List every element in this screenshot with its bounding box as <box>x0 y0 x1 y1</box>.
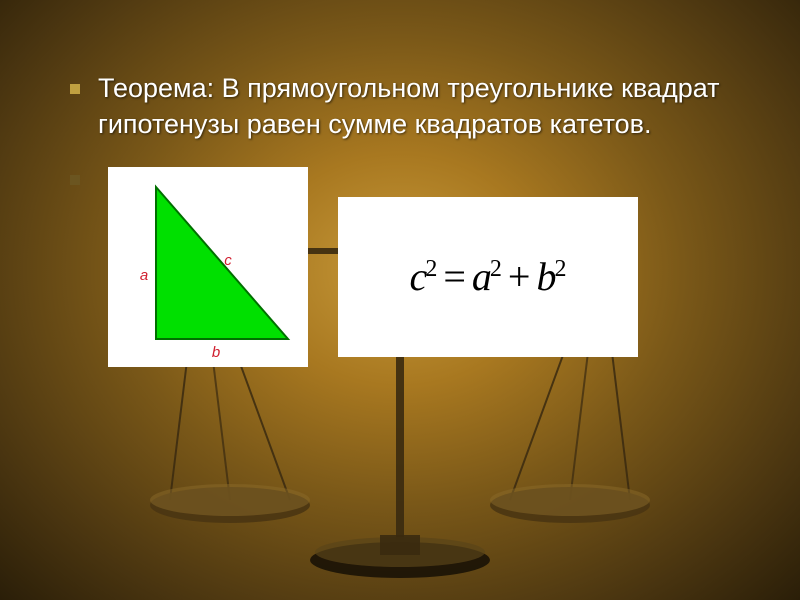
triangle-figure: a b c <box>108 167 308 367</box>
label-a: a <box>140 267 148 284</box>
theorem-text: Теорема: В прямоугольном треугольнике кв… <box>98 70 750 143</box>
formula-text: c2=a2+b2 <box>410 253 567 300</box>
bullet-row-figures: a b c c2=a2+b2 <box>70 161 750 367</box>
label-c: c <box>224 252 232 269</box>
formula-a-exp: 2 <box>490 256 502 282</box>
formula-plus: + <box>508 254 531 299</box>
bullet-icon <box>70 84 80 94</box>
label-b: b <box>212 344 220 361</box>
bullet-icon <box>70 175 80 185</box>
formula-a: a <box>472 254 492 299</box>
figures-container: a b c c2=a2+b2 <box>108 167 638 367</box>
formula-figure: c2=a2+b2 <box>338 197 638 357</box>
bullet-row-theorem: Теорема: В прямоугольном треугольнике кв… <box>70 70 750 143</box>
formula-b-exp: 2 <box>554 256 566 282</box>
formula-c-exp: 2 <box>425 256 437 282</box>
slide: Теорема: В прямоугольном треугольнике кв… <box>0 0 800 600</box>
formula-eq: = <box>443 254 466 299</box>
content-area: Теорема: В прямоугольном треугольнике кв… <box>0 0 800 367</box>
